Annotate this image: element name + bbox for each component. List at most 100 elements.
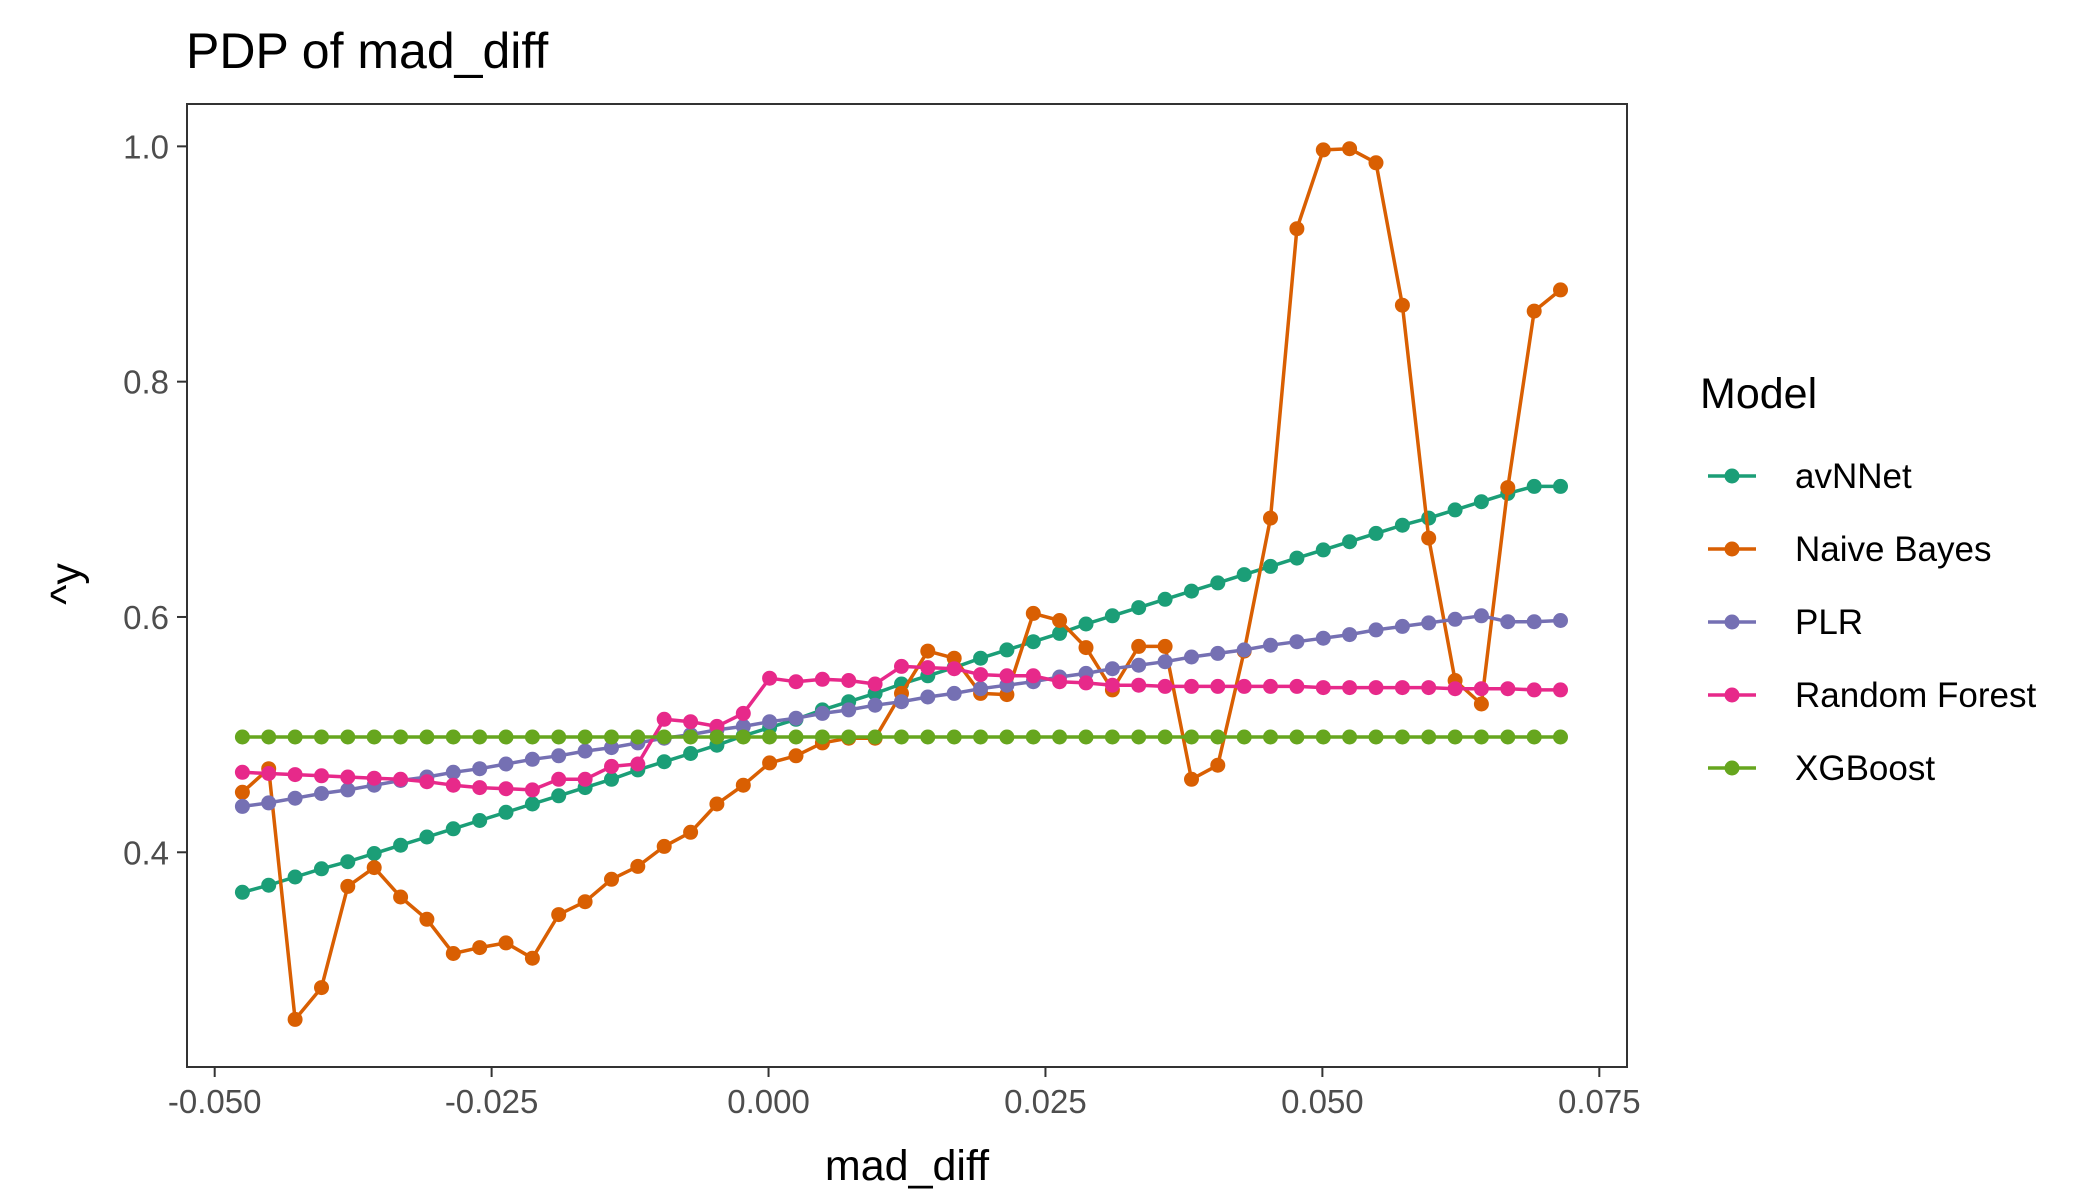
data-point [1104,608,1120,624]
y-axis-title: ^y [42,563,90,605]
data-point [1394,297,1410,313]
data-point [419,829,435,845]
data-point [709,796,725,812]
data-point [261,729,277,745]
data-point [314,980,329,996]
data-point [498,804,514,820]
data-point [419,911,435,927]
data-point [1078,616,1094,632]
data-point [841,729,857,745]
data-point [604,740,619,756]
data-point [1289,550,1305,566]
data-point [1157,591,1173,607]
data-point [498,781,514,797]
data-point [234,784,250,800]
data-point [1342,534,1358,550]
data-point [867,729,883,745]
data-point [314,768,329,784]
data-point [788,710,804,726]
data-point [1263,729,1278,745]
data-point [683,714,699,730]
data-point [920,689,936,705]
legend-label: XGBoost [1795,749,1935,788]
data-point [1078,675,1094,691]
data-point [1025,605,1041,621]
data-point [630,729,646,745]
data-point [1447,681,1463,697]
data-point [1104,729,1120,745]
data-point [445,777,461,793]
y-tick-label: 0.6 [123,599,169,636]
data-point [1236,567,1252,583]
data-point [1447,729,1463,745]
data-point [762,670,778,686]
data-point [788,729,804,745]
data-point [630,858,646,874]
data-point [1184,583,1199,599]
data-point [1447,502,1463,518]
data-point [1210,645,1226,661]
data-point [762,714,778,730]
series-xgboost [234,729,1568,745]
data-point [314,786,329,801]
data-point [709,718,725,734]
data-point [1131,600,1147,616]
data-point [1315,542,1331,558]
data-point [1210,729,1226,745]
x-tick-label: 0.050 [1281,1083,1364,1120]
data-point [1526,303,1542,319]
data-point [973,681,989,697]
data-point [287,767,303,783]
data-point [1315,680,1331,696]
y-tick-label: 1.0 [123,128,169,165]
legend-key-point [1724,687,1740,703]
data-point [524,729,540,745]
legend-item-random-forest: Random Forest [1708,676,2036,715]
legend-label: avNNet [1795,457,1912,496]
data-point [577,894,593,910]
data-point [1236,678,1252,694]
data-point [1131,729,1147,745]
data-point [656,729,672,745]
data-point [1025,634,1041,650]
data-point [1131,677,1147,693]
data-point [1526,729,1542,745]
data-point [788,674,804,690]
data-point [1157,729,1173,745]
data-point [1025,729,1041,745]
data-point [393,837,409,853]
data-point [393,729,409,745]
data-point [1368,729,1384,745]
data-point [1263,637,1278,653]
data-point [894,658,909,674]
data-point [1289,678,1305,694]
x-tick-label: 0.025 [1004,1083,1087,1120]
data-point [577,771,593,787]
data-point [814,729,830,745]
data-point [1157,654,1173,670]
data-point [287,729,303,745]
data-point [1421,530,1437,546]
data-point [1394,729,1410,745]
data-point [366,729,382,745]
legend-item-xgboost: XGBoost [1708,749,1935,788]
data-point [551,788,567,804]
legend-key-point [1724,614,1740,630]
data-point [841,673,857,688]
data-point [656,711,672,727]
data-point [1052,674,1068,690]
data-point [1157,678,1173,694]
data-point [472,780,488,796]
data-point [314,729,329,745]
data-point [287,1011,303,1027]
data-point [735,729,751,745]
data-point [920,729,936,745]
data-point [656,754,672,770]
data-point [551,907,567,923]
data-point [261,877,277,893]
data-point [1315,142,1331,158]
data-point [604,871,619,887]
x-tick-label: -0.025 [445,1083,539,1120]
data-point [762,755,778,771]
data-point [1315,630,1331,646]
